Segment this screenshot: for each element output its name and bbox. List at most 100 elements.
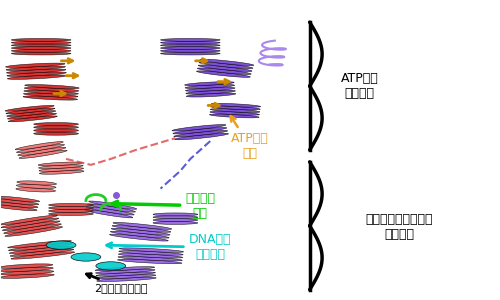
Ellipse shape — [34, 132, 78, 135]
Ellipse shape — [153, 219, 198, 222]
Ellipse shape — [10, 246, 73, 254]
Ellipse shape — [38, 162, 82, 166]
Text: DNA切断
活性部分: DNA切断 活性部分 — [106, 233, 232, 261]
Ellipse shape — [48, 203, 94, 206]
Ellipse shape — [19, 150, 67, 158]
Ellipse shape — [18, 147, 66, 156]
Ellipse shape — [12, 50, 71, 52]
FancyArrowPatch shape — [218, 80, 229, 84]
Ellipse shape — [5, 227, 62, 236]
Ellipse shape — [40, 170, 84, 174]
Ellipse shape — [186, 87, 235, 91]
Ellipse shape — [12, 52, 71, 55]
Ellipse shape — [88, 204, 136, 212]
Ellipse shape — [210, 109, 260, 112]
FancyArrowPatch shape — [208, 103, 220, 108]
Ellipse shape — [39, 168, 84, 171]
Ellipse shape — [0, 196, 40, 202]
Ellipse shape — [110, 234, 168, 241]
Ellipse shape — [5, 105, 54, 111]
Ellipse shape — [34, 123, 78, 126]
Ellipse shape — [8, 75, 67, 80]
Ellipse shape — [96, 275, 156, 279]
Ellipse shape — [11, 252, 74, 259]
Ellipse shape — [24, 87, 79, 92]
Ellipse shape — [199, 62, 253, 69]
Ellipse shape — [34, 126, 78, 129]
Ellipse shape — [196, 71, 250, 77]
Ellipse shape — [96, 269, 155, 274]
FancyArrowPatch shape — [66, 74, 78, 78]
Ellipse shape — [200, 59, 254, 66]
Ellipse shape — [24, 85, 79, 89]
Ellipse shape — [10, 249, 74, 256]
Ellipse shape — [160, 44, 220, 47]
Ellipse shape — [160, 41, 220, 44]
Text: ATP結合
部分: ATP結合 部分 — [230, 116, 269, 160]
Ellipse shape — [8, 241, 72, 248]
Ellipse shape — [153, 221, 198, 224]
Ellipse shape — [86, 207, 134, 215]
Ellipse shape — [198, 68, 251, 74]
Ellipse shape — [88, 201, 136, 209]
Ellipse shape — [0, 202, 38, 208]
Ellipse shape — [96, 272, 156, 276]
Ellipse shape — [0, 271, 54, 275]
Ellipse shape — [12, 41, 71, 44]
Ellipse shape — [210, 111, 260, 115]
Ellipse shape — [97, 277, 156, 281]
Ellipse shape — [118, 256, 182, 261]
Ellipse shape — [23, 96, 78, 100]
Ellipse shape — [184, 82, 234, 86]
Ellipse shape — [17, 181, 56, 185]
Ellipse shape — [24, 90, 78, 94]
Ellipse shape — [198, 65, 252, 71]
Ellipse shape — [119, 251, 183, 255]
Ellipse shape — [95, 267, 154, 271]
Ellipse shape — [15, 142, 64, 150]
FancyArrowPatch shape — [54, 91, 65, 96]
Ellipse shape — [12, 44, 71, 47]
Ellipse shape — [16, 144, 64, 153]
Ellipse shape — [0, 215, 58, 225]
Ellipse shape — [118, 259, 182, 264]
Ellipse shape — [153, 213, 198, 216]
Ellipse shape — [12, 38, 71, 41]
Ellipse shape — [16, 184, 56, 188]
Ellipse shape — [210, 114, 259, 118]
Ellipse shape — [8, 113, 56, 119]
Ellipse shape — [186, 93, 236, 97]
Ellipse shape — [46, 241, 76, 249]
Ellipse shape — [24, 93, 78, 97]
FancyArrowPatch shape — [62, 58, 72, 63]
Ellipse shape — [174, 133, 229, 140]
Ellipse shape — [8, 243, 72, 251]
Ellipse shape — [48, 209, 94, 212]
Ellipse shape — [160, 38, 220, 41]
Ellipse shape — [111, 228, 170, 235]
Ellipse shape — [7, 72, 66, 76]
Ellipse shape — [4, 224, 61, 233]
Ellipse shape — [38, 165, 83, 169]
Ellipse shape — [48, 206, 94, 209]
Ellipse shape — [0, 274, 54, 278]
Ellipse shape — [96, 262, 126, 270]
Text: 2分子の結合部分: 2分子の結合部分 — [86, 274, 148, 293]
Ellipse shape — [160, 46, 220, 50]
Ellipse shape — [6, 111, 56, 116]
Text: ATP結合
ドメイン: ATP結合 ドメイン — [340, 72, 378, 100]
Ellipse shape — [16, 188, 56, 192]
Ellipse shape — [85, 210, 133, 218]
Ellipse shape — [6, 69, 66, 74]
Ellipse shape — [12, 46, 71, 50]
Ellipse shape — [2, 221, 60, 231]
Ellipse shape — [0, 205, 37, 211]
Ellipse shape — [118, 254, 183, 258]
Ellipse shape — [211, 103, 260, 107]
Ellipse shape — [0, 264, 53, 268]
Ellipse shape — [110, 231, 169, 238]
Ellipse shape — [186, 90, 236, 94]
Ellipse shape — [34, 129, 78, 132]
Ellipse shape — [6, 63, 65, 68]
Ellipse shape — [112, 225, 171, 232]
